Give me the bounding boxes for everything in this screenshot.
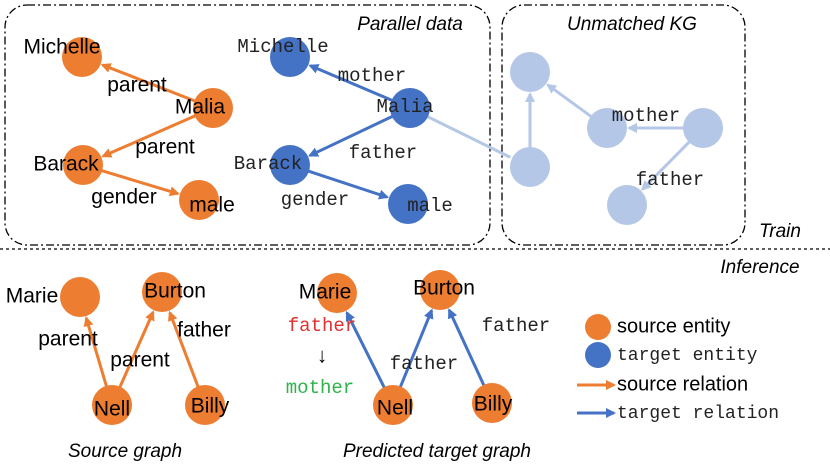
edge — [308, 64, 395, 103]
panel-title: Unmatched KG — [567, 14, 697, 35]
edge-label: gender — [91, 186, 156, 209]
legend-label: target relation — [617, 404, 779, 424]
edge-label: gender — [281, 189, 349, 211]
edge-label: parent — [135, 136, 195, 159]
edge — [546, 83, 594, 119]
node-label: Malia — [175, 96, 226, 119]
node-label: Marie — [6, 285, 59, 308]
node-label: Barack — [33, 153, 99, 176]
node-label: Nell — [94, 398, 130, 421]
edge-label: father — [482, 315, 550, 337]
node-label: Nell — [377, 397, 413, 420]
legend-label: source relation — [617, 373, 748, 395]
node-label: Marie — [299, 281, 352, 304]
edge-label: father — [349, 142, 417, 164]
caption: Predicted target graph — [343, 441, 531, 462]
node-label: male — [189, 194, 235, 217]
node-label: Michelle — [237, 36, 328, 58]
legend-label: target entity — [617, 346, 758, 366]
node-label: male — [407, 195, 453, 217]
parallel-box — [4, 4, 491, 246]
unmatched-box — [501, 4, 746, 246]
panel-title: Parallel data — [357, 14, 463, 35]
edge-label: parent — [38, 328, 98, 351]
relabel-to: mother — [286, 377, 354, 399]
node-label: Burton — [413, 277, 475, 300]
relabel-arrow: ↓ — [317, 345, 328, 368]
edge — [117, 310, 155, 390]
edge — [101, 113, 198, 158]
edge — [447, 308, 486, 388]
edge — [99, 168, 180, 197]
node-label: Michelle — [23, 36, 100, 59]
caption: Source graph — [68, 441, 182, 462]
edge-label: mother — [338, 65, 406, 87]
edge — [398, 308, 434, 389]
relabel-from: father — [288, 315, 356, 337]
edge-label: father — [636, 169, 704, 191]
edge — [100, 63, 197, 103]
section-label: Inference — [720, 257, 799, 278]
node-label: Barack — [234, 153, 302, 175]
edge-label: mother — [612, 105, 680, 127]
edge — [83, 316, 109, 389]
node-label: Malia — [376, 96, 433, 118]
edge — [306, 169, 390, 200]
edge-label: father — [390, 353, 458, 375]
edge-label: parent — [110, 349, 170, 372]
legend-label: source entity — [617, 315, 730, 337]
edge — [308, 114, 395, 157]
section-label: Train — [759, 221, 801, 242]
edge-label: parent — [107, 74, 167, 97]
node-label: Burton — [144, 280, 206, 303]
nodes — [60, 37, 723, 425]
edge — [345, 310, 387, 390]
edge — [425, 114, 511, 159]
node-label: Billy — [191, 395, 230, 418]
edge — [167, 310, 201, 389]
node-label: Billy — [474, 393, 513, 416]
edge — [641, 139, 692, 191]
edge-label: father — [177, 319, 231, 342]
